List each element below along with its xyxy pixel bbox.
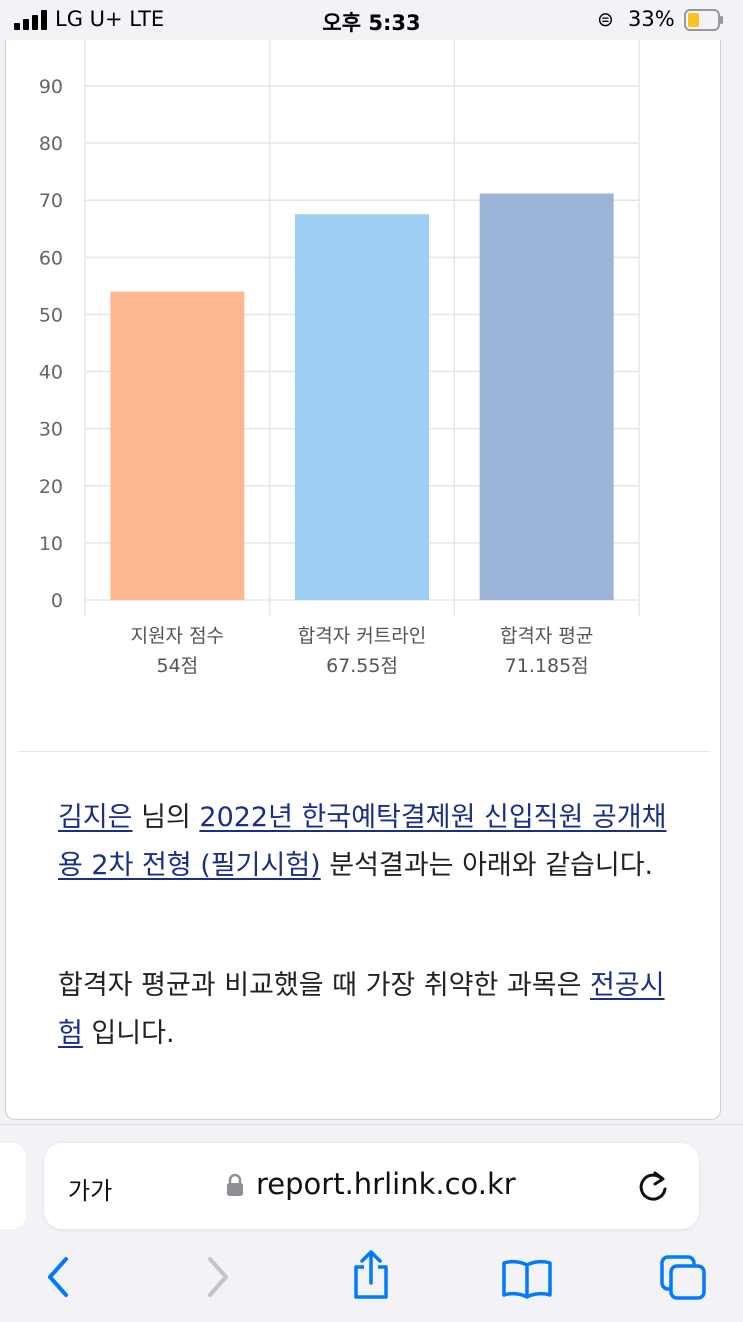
y-tick-label: 70: [39, 190, 63, 212]
bookmarks-button[interactable]: [500, 1259, 554, 1299]
y-tick-label: 10: [39, 533, 63, 555]
signal-icon: [14, 10, 47, 30]
status-bar: LG U+ LTE 오후 5:33 ⊜ 33%: [0, 0, 743, 40]
bar: [295, 214, 429, 600]
carrier-label: LG U+ LTE: [55, 7, 165, 31]
applicant-name-link[interactable]: 김지은: [58, 802, 133, 833]
text-size-button[interactable]: 가가: [68, 1177, 113, 1205]
y-tick-label: 90: [39, 76, 63, 98]
battery-icon: [684, 9, 723, 31]
x-tick-label: 합격자 평균: [500, 625, 593, 647]
y-tick-label: 80: [39, 133, 63, 155]
y-tick-label: 60: [39, 247, 63, 269]
clock: 오후 5:33: [322, 11, 421, 35]
x-tick-label: 지원자 점수: [131, 625, 224, 647]
forward-button[interactable]: [202, 1255, 232, 1299]
y-tick-label: 0: [51, 590, 63, 612]
x-tick-label: 71.185점: [505, 655, 589, 677]
x-tick-label: 54점: [156, 655, 198, 677]
lock-icon: [227, 1173, 243, 1196]
address-bar[interactable]: 가가 report.hrlink.co.kr: [44, 1143, 699, 1229]
previous-tab-preview[interactable]: [0, 1143, 26, 1229]
tabs-button[interactable]: [658, 1253, 708, 1301]
back-button[interactable]: [44, 1255, 74, 1299]
rotation-lock-icon: ⊜: [597, 7, 614, 31]
y-tick-label: 40: [39, 362, 63, 384]
x-tick-label: 합격자 커트라인: [298, 625, 426, 647]
x-tick-label: 67.55점: [326, 655, 398, 677]
exam-link[interactable]: 2022년 한국예탁결제원 신입직원 공개채용 2차 전형 (필기시험): [58, 802, 667, 881]
url-text[interactable]: report.hrlink.co.kr: [256, 1167, 516, 1201]
score-bar-chart: 0 10 20 30 40 50 60 70 80 90 지원자 점수 54점 합격자 커트라인 67.5…: [39, 40, 640, 677]
bar: [110, 291, 245, 600]
battery-percent: 33%: [628, 7, 675, 31]
result-summary: 김지은 님의 2022년 한국예탁결제원 신입직원 공개채용 2차 전형 (필기…: [58, 794, 668, 890]
weak-subject-summary: 합격자 평균과 비교했을 때 가장 취약한 과목은 전공시험 입니다.: [58, 962, 668, 1058]
y-tick-label: 50: [39, 304, 63, 326]
summary-text: 님의: [132, 802, 200, 833]
weak-subject-link[interactable]: 전공시험: [58, 970, 665, 1049]
weak-subject-pre: 합격자 평균과 비교했을 때 가장 취약한 과목은: [58, 970, 591, 1001]
y-tick-label: 30: [39, 419, 63, 441]
weak-subject-post: 입니다.: [82, 1018, 175, 1049]
bar: [479, 193, 614, 600]
y-tick-label: 20: [39, 476, 63, 498]
reload-icon[interactable]: [636, 1167, 670, 1205]
share-button[interactable]: [350, 1249, 392, 1301]
report-card: 0 10 20 30 40 50 60 70 80 90 지원자 점수 54점 합격자 커트라인 67.5…: [5, 40, 721, 1120]
summary-tail: 분석결과는 아래와 같습니다.: [320, 850, 654, 881]
browser-toolbar: 가가 report.hrlink.co.kr: [0, 1124, 743, 1322]
divider: [19, 751, 709, 752]
